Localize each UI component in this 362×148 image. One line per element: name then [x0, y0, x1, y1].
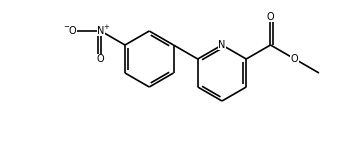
- Text: −: −: [63, 24, 69, 30]
- Text: +: +: [103, 24, 109, 30]
- Text: O: O: [291, 54, 299, 64]
- Text: N: N: [218, 40, 226, 50]
- Text: O: O: [267, 12, 274, 22]
- Text: O: O: [97, 54, 105, 64]
- Text: O: O: [69, 26, 77, 36]
- Text: N: N: [97, 26, 105, 36]
